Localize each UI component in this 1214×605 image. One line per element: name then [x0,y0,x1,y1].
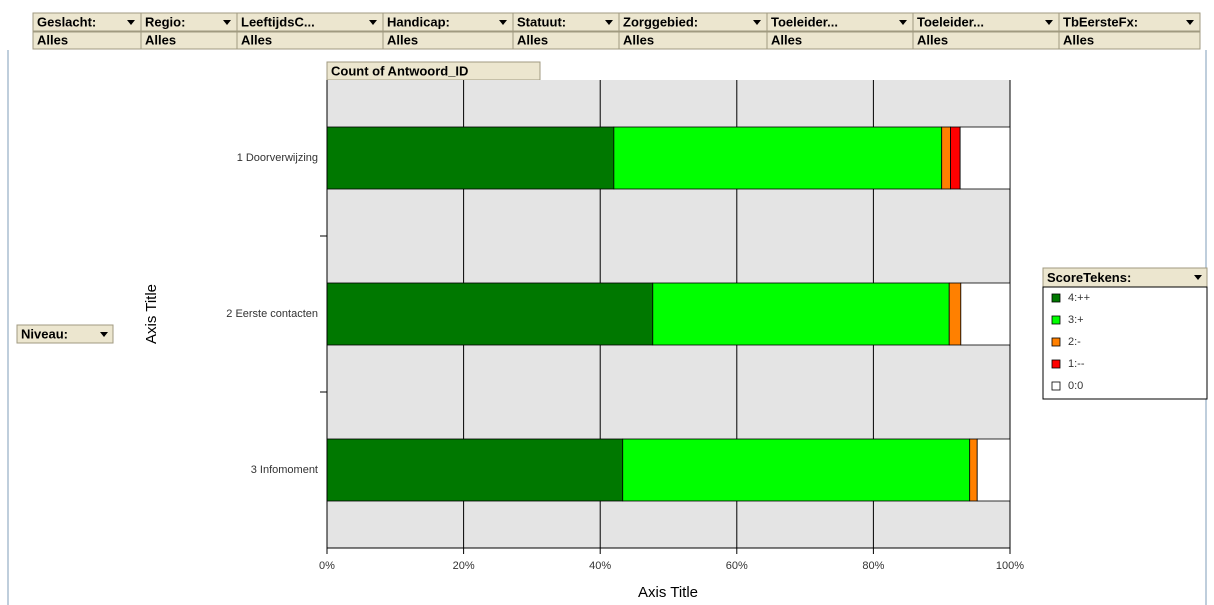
bar-segment [326,282,654,346]
filter-button[interactable] [1058,12,1201,32]
x-tick-label: 0% [319,560,335,572]
filter-value: Alles [771,32,802,47]
legend-label: 1:-- [1068,358,1085,370]
bar-segment [613,126,943,190]
bar-segment [326,438,624,502]
x-tick-label: 20% [453,560,475,572]
dropdown-arrow [369,20,377,25]
filter-button-label: Geslacht: [37,14,96,29]
dropdown-arrow [899,20,907,25]
y-tick-label: 2 Eerste contacten [226,308,318,320]
filter-button-label: LeeftijdsC... [241,14,315,29]
y-tick-label: 1 Doorverwijzing [237,152,318,164]
dropdown-arrow [100,332,108,337]
bar-segment [622,438,971,502]
bar-segment [976,438,1011,502]
legend-swatch [1051,381,1061,391]
x-tick-label: 60% [726,560,748,572]
dropdown-arrow [605,20,613,25]
bar-segment [960,282,1011,346]
bar-segment [959,126,1011,190]
data-field-button-label: Count of Antwoord_ID [331,63,468,78]
filter-button-label: Toeleider... [771,14,838,29]
row-field-button-label: Niveau: [21,326,68,341]
dropdown-arrow [1045,20,1053,25]
legend-swatch [1051,359,1061,369]
filter-button-label: Statuut: [517,14,566,29]
bar-segment [969,438,978,502]
x-axis-title: Axis Title [638,584,698,601]
dropdown-arrow [499,20,507,25]
dropdown-arrow [1186,20,1194,25]
x-tick-label: 80% [862,560,884,572]
legend-label: 2:- [1068,336,1081,348]
bar-segment [941,126,951,190]
filter-button-label: Zorggebied: [623,14,698,29]
filter-value: Alles [1063,32,1094,47]
y-tick-label: 3 Infomoment [251,464,318,476]
legend-title-button-label: ScoreTekens: [1047,270,1131,285]
row-field-button[interactable] [16,324,114,344]
filter-button-label: Handicap: [387,14,450,29]
dropdown-arrow [1194,275,1202,280]
x-tick-label: 40% [589,560,611,572]
filter-value: Alles [145,32,176,47]
legend-label: 4:++ [1068,292,1090,304]
bar-segment [948,282,962,346]
filter-value: Alles [387,32,418,47]
bar-segment [326,126,615,190]
bar-segment [950,126,961,190]
dropdown-arrow [127,20,135,25]
filter-button-label: Regio: [145,14,185,29]
filter-value: Alles [37,32,68,47]
filter-button-label: TbEersteFx: [1063,14,1138,29]
bar-segment [652,282,950,346]
filter-value-cell [1058,31,1201,50]
x-tick-label: 100% [996,560,1024,572]
legend-swatch [1051,315,1061,325]
legend-label: 0:0 [1068,380,1083,392]
filter-value: Alles [917,32,948,47]
dropdown-arrow [223,20,231,25]
legend-swatch [1051,337,1061,347]
dropdown-arrow [753,20,761,25]
filter-value: Alles [623,32,654,47]
legend-label: 3:+ [1068,314,1084,326]
legend-box [1042,286,1208,400]
y-axis-title: Axis Title [143,284,160,344]
filter-value: Alles [517,32,548,47]
filter-value: Alles [241,32,272,47]
legend-swatch [1051,293,1061,303]
filter-button-label: Toeleider... [917,14,984,29]
